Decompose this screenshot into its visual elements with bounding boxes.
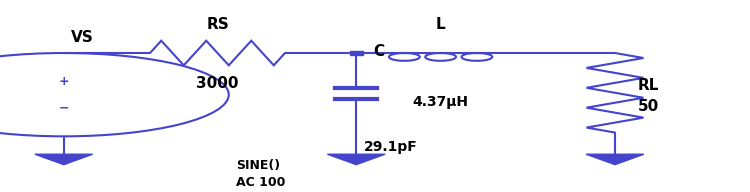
Text: 50: 50	[638, 98, 658, 113]
Text: +: +	[58, 75, 69, 88]
Text: C: C	[373, 44, 384, 59]
Polygon shape	[586, 154, 644, 165]
Bar	[350, 51, 363, 55]
Text: 4.37μH: 4.37μH	[413, 95, 469, 109]
Text: 3000: 3000	[196, 76, 238, 91]
Text: RS: RS	[206, 17, 229, 32]
Polygon shape	[327, 154, 386, 165]
Text: AC 100: AC 100	[236, 176, 286, 189]
Text: VS: VS	[71, 31, 94, 46]
Text: −: −	[58, 101, 69, 114]
Text: RL: RL	[638, 78, 658, 93]
Text: 29.1pF: 29.1pF	[364, 140, 418, 154]
Text: L: L	[436, 17, 445, 32]
Text: SINE(): SINE()	[236, 159, 280, 172]
Polygon shape	[35, 154, 93, 165]
